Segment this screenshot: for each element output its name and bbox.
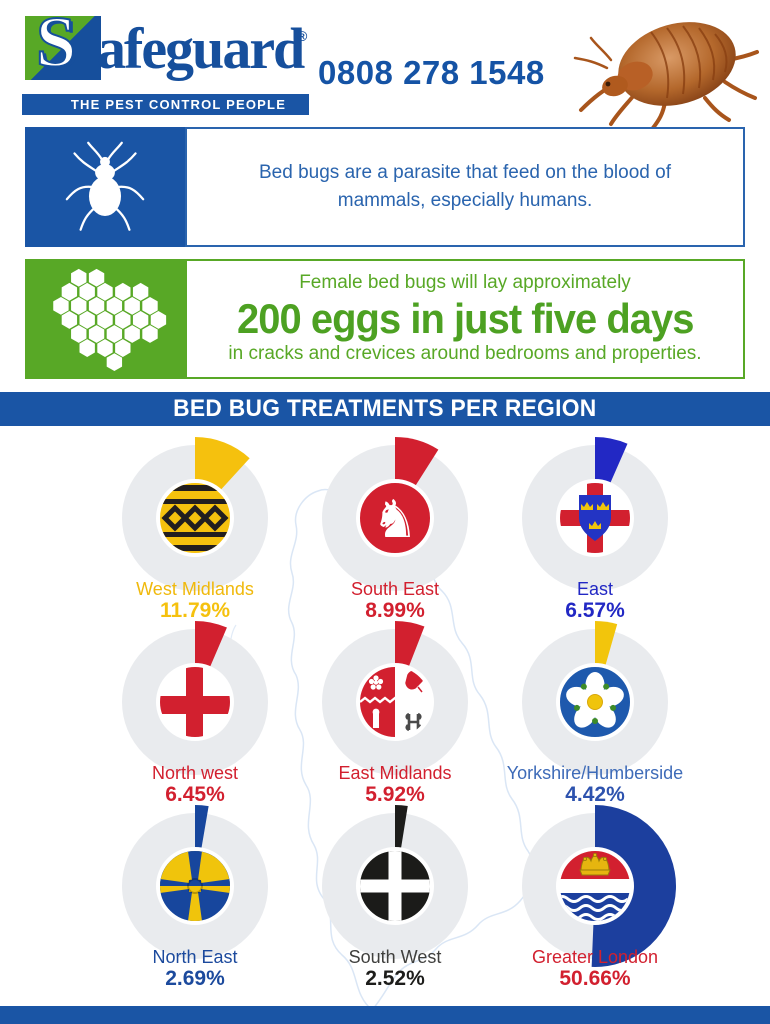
donut-greater-london	[522, 805, 677, 967]
fact-eggs: Female bed bugs will lay approximately 2…	[25, 259, 745, 379]
region-label: Greater London	[531, 947, 659, 967]
north-east-cross-emblem-icon	[156, 847, 234, 925]
south-east-emblem-icon: ♞	[356, 479, 434, 557]
safeguard-logo-text: afeguard	[97, 16, 305, 81]
donut-north-east	[122, 805, 268, 959]
south-west-cross-emblem-icon	[356, 847, 434, 925]
fact-parasite: Bed bugs are a parasite that feed on the…	[25, 127, 745, 247]
region-label: East Midlands	[338, 763, 452, 783]
logo-tagline: THE PEST CONTROL PEOPLE	[70, 97, 287, 112]
registered-mark: ®	[297, 28, 308, 44]
region-chart-south-west: South West 2.52%	[295, 801, 495, 990]
bug-icon-square	[25, 127, 185, 247]
donut-south-west	[322, 805, 468, 959]
region-value: 6.45%	[165, 783, 225, 806]
region-value: 8.99%	[365, 599, 425, 622]
donut-east-midlands	[322, 621, 468, 775]
bug-icon	[65, 141, 145, 231]
region-label: South West	[348, 947, 442, 967]
region-label: West Midlands	[136, 579, 254, 599]
west-midlands-emblem-icon	[156, 479, 234, 557]
svg-text:♞: ♞	[372, 490, 419, 550]
phone-number: 0808 278 1548	[318, 54, 545, 91]
region-chart-yorkshire-humberside: Yorkshire/Humberside 4.42%	[495, 617, 695, 806]
safeguard-logo-square	[25, 16, 101, 80]
region-value: 2.52%	[365, 967, 425, 990]
region-value: 50.66%	[559, 967, 631, 990]
section-title-bar: BED BUG TREATMENTS PER REGION	[0, 392, 770, 426]
honeycomb-icon-square	[25, 259, 185, 379]
logo-tagline-bar: THE PEST CONTROL PEOPLE	[22, 94, 309, 115]
safeguard-logo-initial: S	[35, 2, 77, 82]
donut-north-west	[122, 621, 268, 775]
region-chart-north-west: North west 6.45%	[95, 617, 295, 806]
region-value: 2.69%	[165, 967, 225, 990]
honeycomb-icon	[53, 268, 167, 372]
region-label: South East	[350, 579, 440, 599]
region-chart-grid: West Midlands 11.79% ♞ South East 8.99%	[95, 433, 695, 990]
region-label: Yorkshire/Humberside	[506, 763, 684, 783]
east-midlands-emblem-icon	[356, 663, 434, 741]
region-chart-north-east: North East 2.69%	[95, 801, 295, 990]
fact-parasite-textbox: Bed bugs are a parasite that feed on the…	[185, 127, 745, 247]
fact-eggs-highlight: 200 eggs in just five days	[236, 294, 694, 342]
region-chart-west-midlands: West Midlands 11.79%	[95, 433, 295, 622]
east-emblem-icon	[556, 479, 634, 557]
donut-south-east: ♞	[322, 437, 468, 591]
north-west-emblem-icon	[156, 663, 234, 741]
region-chart-greater-london: Greater London 50.66%	[495, 801, 695, 990]
yorkshire-rose-emblem-icon	[556, 663, 634, 741]
bed-bug-photo	[573, 22, 759, 130]
region-label: North East	[152, 947, 238, 967]
donut-yorkshire-humberside	[522, 621, 668, 775]
region-value: 5.92%	[365, 783, 425, 806]
region-value: 4.42%	[565, 783, 625, 806]
region-value: 11.79%	[159, 599, 231, 622]
fact-eggs-line1: Female bed bugs will lay approximately	[299, 272, 631, 294]
greater-london-emblem-icon	[556, 847, 634, 925]
region-chart-east: East 6.57%	[495, 433, 695, 622]
fact-eggs-line2: in cracks and crevices around bedrooms a…	[228, 343, 702, 365]
region-chart-south-east: ♞ South East 8.99%	[295, 433, 495, 622]
region-label: East	[576, 579, 614, 599]
section-title: BED BUG TREATMENTS PER REGION	[173, 395, 597, 422]
footer-bar	[0, 1006, 770, 1024]
donut-east	[522, 437, 668, 591]
fact-eggs-textbox: Female bed bugs will lay approximately 2…	[185, 259, 745, 379]
region-label: North west	[151, 763, 239, 783]
donut-west-midlands	[122, 437, 268, 591]
region-value: 6.57%	[565, 599, 625, 622]
fact-parasite-text: Bed bugs are a parasite that feed on the…	[259, 161, 671, 212]
region-chart-east-midlands: East Midlands 5.92%	[295, 617, 495, 806]
